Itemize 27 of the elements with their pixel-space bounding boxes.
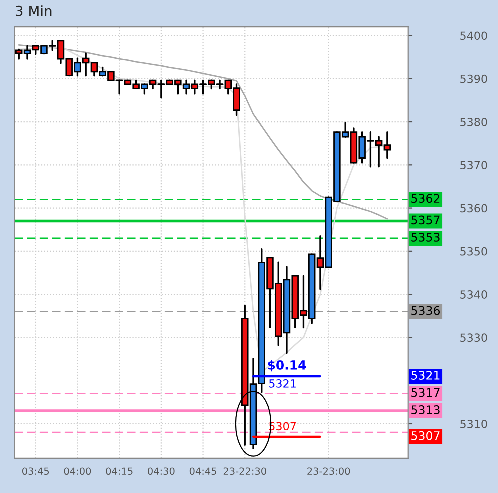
y-tick-label: 5310 xyxy=(460,420,488,428)
chart-title: 3 Min xyxy=(16,6,52,16)
x-tick-label: 04:00 xyxy=(64,468,92,476)
x-tick-label: 23-22:30 xyxy=(224,468,266,476)
y-tick-label: 5340 xyxy=(460,290,488,299)
y-tick-label: 5350 xyxy=(460,247,488,256)
x-tick-label: 04:45 xyxy=(190,468,216,476)
x-tick-label: 03:45 xyxy=(22,468,50,476)
y-tick-label: 5330 xyxy=(460,334,488,342)
annotation: $0.14 xyxy=(268,360,306,372)
x-tick-label: 23-23:00 xyxy=(308,468,350,476)
ref-line-label: 5353 xyxy=(412,232,440,242)
y-tick-label: 5390 xyxy=(460,74,488,84)
ref-line-label: 5357 xyxy=(412,216,440,225)
ref-line-label: 5317 xyxy=(412,388,440,398)
series-label: 5321 xyxy=(270,380,296,388)
text: 5321 xyxy=(412,371,440,380)
y-tick-label: 5370 xyxy=(460,161,488,170)
text: 5307 xyxy=(412,431,440,440)
ref-line-label: 5313 xyxy=(412,406,440,414)
y-tick-label: 5400 xyxy=(460,32,488,40)
y-tick-label: 5360 xyxy=(460,204,488,213)
ref-line-label: 5362 xyxy=(412,194,440,204)
x-tick-label: 04:30 xyxy=(148,468,175,476)
ref-line-label: 5336 xyxy=(412,306,440,316)
y-tick-label: 5380 xyxy=(460,118,488,126)
x-tick-label: 04:15 xyxy=(106,468,133,476)
